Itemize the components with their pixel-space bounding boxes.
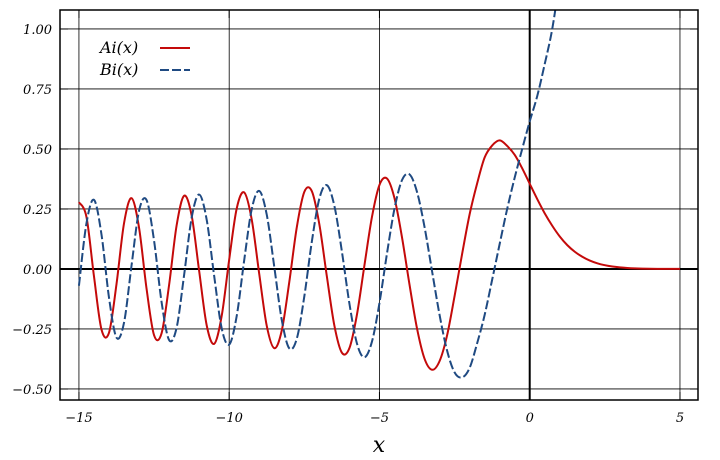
legend: Ai(x) Bi(x) — [98, 38, 190, 79]
x-tick-label: 5 — [676, 411, 684, 426]
y-tick-label: 1.00 — [23, 23, 52, 38]
grid: −0.50 −0.25 0.00 0.25 0.50 0.75 1.00 −15 −10 −5 0 5 — [12, 10, 698, 426]
x-tick-label: −5 — [370, 411, 389, 426]
legend-label: Ai(x) — [98, 38, 138, 57]
y-tick-label: 0.25 — [23, 203, 52, 218]
series-line — [78, 139, 680, 371]
x-axis-label: x — [373, 433, 386, 458]
plot-frame — [59, 9, 699, 401]
y-tick-label: 0.00 — [23, 263, 52, 278]
series-line — [77, 10, 557, 379]
y-tick-label: −0.25 — [12, 323, 52, 338]
legend-label: Bi(x) — [99, 60, 138, 79]
x-tick-label: 0 — [526, 411, 534, 426]
y-tick-label: 0.75 — [23, 83, 52, 98]
y-tick-label: 0.50 — [23, 143, 52, 158]
y-tick-label: −0.50 — [12, 383, 52, 398]
x-tick-label: −15 — [65, 411, 92, 426]
plot-area — [77, 10, 680, 379]
x-tick-label: −10 — [215, 411, 242, 426]
